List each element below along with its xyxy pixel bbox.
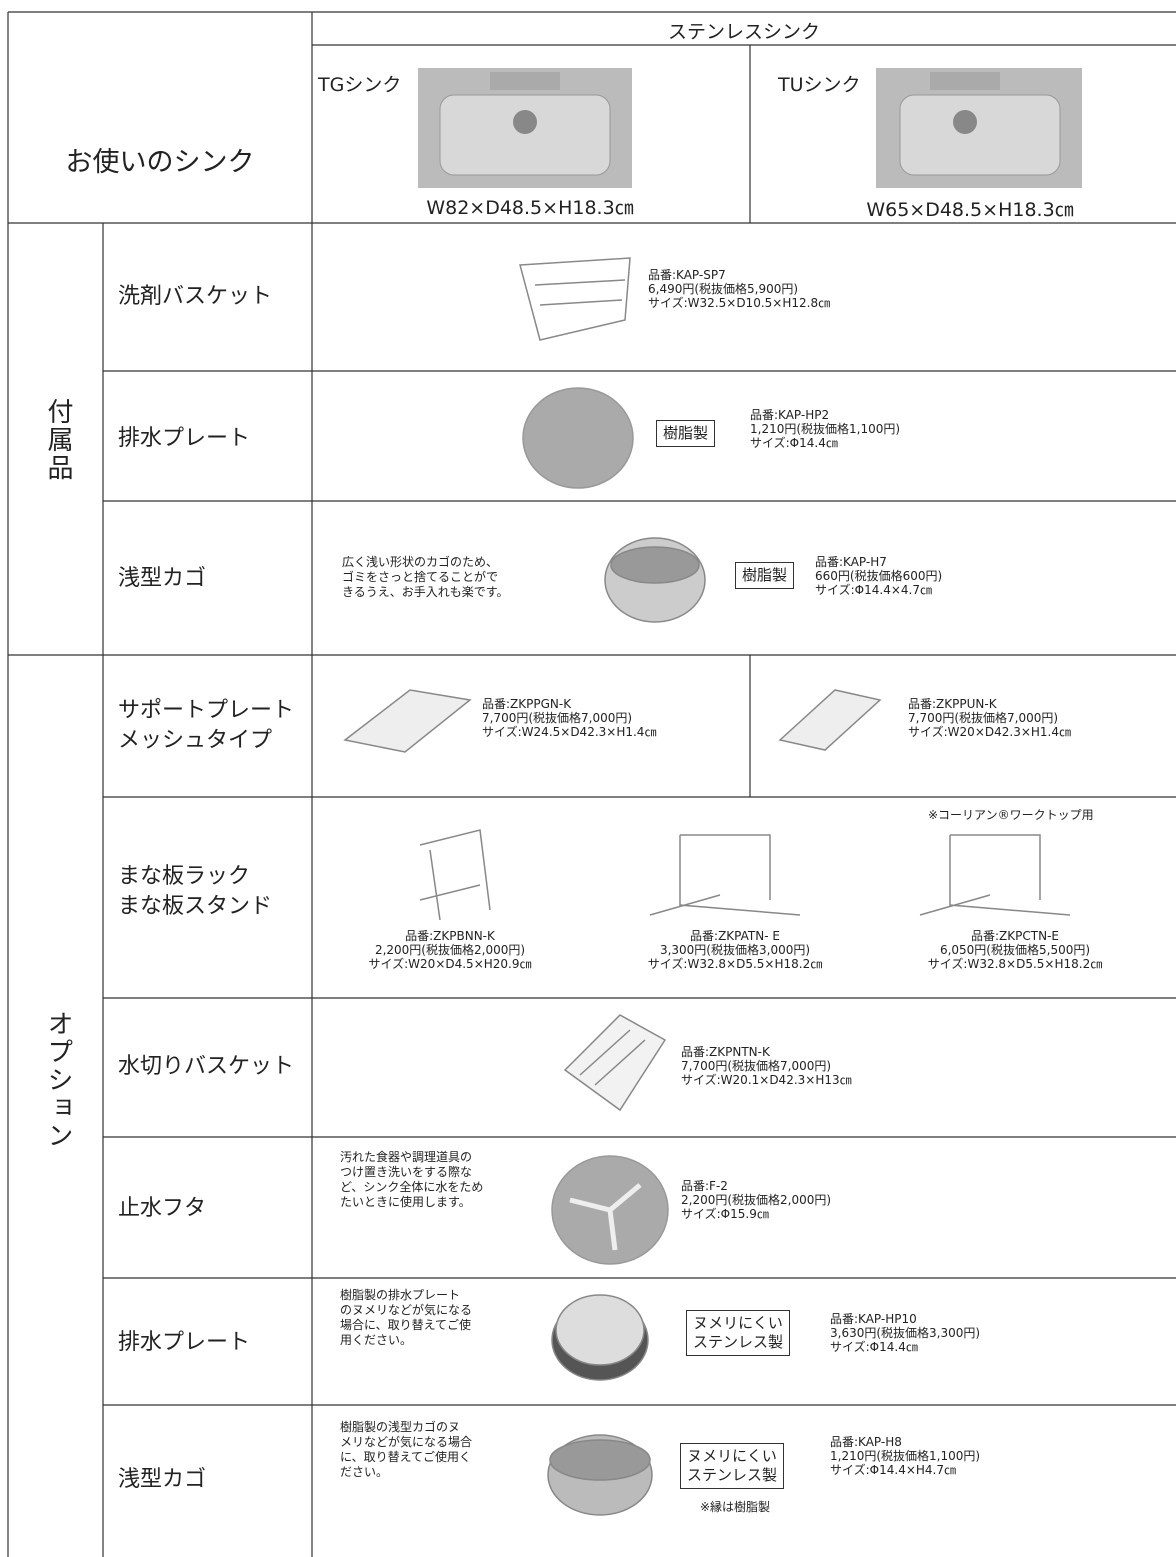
product-images [343, 257, 1071, 1516]
product-info: 品番:ZKPCTN-E 6,050円(税抜価格5,500円) サイズ:W32.8… [927, 929, 1103, 971]
row-name: 排水プレート [118, 1330, 251, 1355]
product-info: 品番:KAP-HP10 3,630円(税抜価格3,300円) サイズ:Φ14.4… [830, 1312, 981, 1354]
row-name: 浅型カゴ [118, 566, 207, 591]
row-name: 洗剤バスケット [118, 284, 273, 309]
sink-label: お使いのシンク [65, 147, 255, 178]
product-info: 品番:KAP-H8 1,210円(税抜価格1,100円) サイズ:Φ14.4×H… [830, 1435, 981, 1477]
product-info: 品番:KAP-H7 660円(税抜価格600円) サイズ:Φ14.4×4.7㎝ [815, 555, 943, 597]
product-info: 品番:ZKPPGN-K 7,700円(税抜価格7,000円) サイズ:W24.5… [482, 697, 657, 739]
product-info: 品番:ZKPATN- E 3,300円(税抜価格3,000円) サイズ:W32.… [647, 929, 823, 971]
material-box: ヌメリにくい ステンレス製 [686, 1310, 791, 1356]
product-info: 品番:ZKPNTN-K 7,700円(税抜価格7,000円) サイズ:W20.1… [681, 1045, 852, 1087]
group-label: オプション [43, 1010, 73, 1150]
product-description: 樹脂製の浅型カゴのヌ メリなどが気になる場合 に、取り替えてご使用く ださい。 [340, 1420, 473, 1479]
sink-size: W82×D48.5×H18.3㎝ [426, 197, 634, 219]
sink-category: ステンレスシンク [667, 21, 820, 43]
product-description: 樹脂製の排水プレート のヌメリなどが気になる 場合に、取り替えてご使 用ください… [340, 1288, 473, 1347]
product-info: 品番:ZKPBNN-K 2,200円(税抜価格2,000円) サイズ:W20×D… [368, 929, 532, 971]
row-name: 排水プレート [118, 426, 251, 451]
sink-name: TGシンク [318, 74, 402, 96]
sink-name: TUシンク [778, 74, 861, 96]
group-label: 付属品 [43, 398, 73, 482]
row-name: 水切りバスケット [118, 1054, 295, 1079]
material-box: 樹脂製 [656, 420, 716, 447]
row-name: サポートプレート メッシュタイプ [118, 698, 295, 753]
row-name: まな板ラック まな板スタンド [118, 864, 273, 919]
row-note: ※コーリアン®ワークトップ用 [928, 808, 1094, 822]
sink-images [418, 68, 1082, 188]
product-description: 汚れた食器や調理道具の つけ置き洗いをする際な ど、シンク全体に水をため たいと… [340, 1150, 484, 1209]
row-name: 浅型カゴ [118, 1467, 207, 1492]
product-info: 品番:KAP-HP2 1,210円(税抜価格1,100円) サイズ:Φ14.4㎝ [750, 408, 901, 450]
product-description: 広く浅い形状のカゴのため、 ゴミをさっと捨てることがで きるうえ、お手入れも楽で… [342, 555, 509, 599]
product-info: 品番:ZKPPUN-K 7,700円(税抜価格7,000円) サイズ:W20×D… [908, 697, 1071, 739]
material-box: 樹脂製 [735, 562, 795, 589]
material-box: ヌメリにくい ステンレス製 [680, 1443, 785, 1489]
table-lines [7, 11, 1176, 1557]
product-info: 品番:F-2 2,200円(税抜価格2,000円) サイズ:Φ15.9㎝ [681, 1179, 832, 1221]
row-name: 止水フタ [118, 1196, 207, 1221]
material-note: ※縁は樹脂製 [700, 1500, 771, 1514]
sink-size: W65×D48.5×H18.3㎝ [866, 199, 1074, 221]
product-info: 品番:KAP-SP7 6,490円(税抜価格5,900円) サイズ:W32.5×… [648, 268, 831, 310]
